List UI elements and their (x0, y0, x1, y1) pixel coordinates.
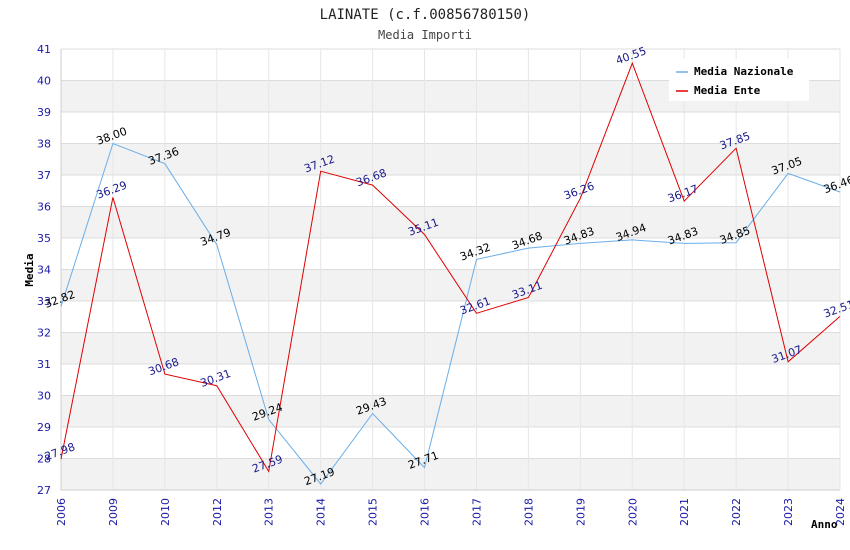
x-tick-label: 2021 (678, 498, 691, 526)
data-label: 32.82 (43, 288, 77, 311)
grid-band (61, 206, 840, 238)
data-label: 30.31 (199, 367, 233, 390)
y-tick-label: 38 (37, 138, 51, 151)
x-tick-label: 2006 (55, 498, 68, 526)
y-tick-label: 40 (37, 75, 51, 88)
y-axis-label: Media (23, 253, 36, 286)
data-label: 36.26 (562, 180, 596, 203)
x-tick-label: 2016 (419, 498, 432, 526)
x-tick-label: 2010 (159, 498, 172, 526)
x-axis-ticks: 2006 2009 2010 2012 2013 2014 2015 2016 2017 2018… (55, 498, 847, 526)
data-label: 36.46 (822, 173, 850, 196)
chart-title: LAINATE (c.f.00856780150) (320, 7, 531, 23)
y-tick-label: 29 (37, 421, 51, 434)
data-label: 34.32 (458, 241, 492, 264)
x-tick-label: 2022 (730, 498, 743, 526)
x-tick-label: 2020 (626, 498, 639, 526)
x-tick-label: 2023 (782, 498, 795, 526)
legend: Media Nazionale Media Ente (669, 59, 809, 101)
x-tick-label: 2013 (263, 498, 276, 526)
y-tick-label: 27 (37, 484, 51, 497)
x-tick-label: 2019 (574, 498, 587, 526)
x-tick-label: 2015 (367, 498, 380, 526)
data-label: 40.55 (614, 44, 648, 67)
y-tick-label: 31 (37, 358, 51, 371)
series-line-nazionale (60, 142, 841, 485)
x-tick-label: 2012 (211, 498, 224, 526)
x-tick-label: 2024 (834, 498, 847, 526)
series-line-ente (60, 61, 841, 473)
legend-box (669, 59, 809, 101)
grid-band (61, 332, 840, 364)
data-label: 36.29 (95, 179, 129, 202)
grid-band (61, 395, 840, 427)
y-axis-ticks: 27 28 29 30 31 32 33 34 35 36 37 38 39 40 41 (37, 43, 51, 497)
y-tick-label: 34 (37, 264, 51, 277)
y-tick-label: 41 (37, 43, 51, 56)
y-tick-label: 35 (37, 232, 51, 245)
grid-lines (60, 48, 841, 491)
y-tick-label: 33 (37, 295, 51, 308)
series-lines (60, 61, 841, 485)
y-tick-label: 36 (37, 201, 51, 214)
x-tick-label: 2014 (315, 498, 328, 526)
x-tick-label: 2018 (522, 498, 535, 526)
y-tick-label: 39 (37, 106, 51, 119)
data-label: 36.17 (666, 182, 700, 205)
y-tick-label: 32 (37, 327, 51, 340)
grid-band (61, 458, 840, 490)
x-tick-label: 2009 (107, 498, 120, 526)
chart-subtitle: Media Importi (378, 28, 472, 42)
grid-band (61, 143, 840, 175)
y-tick-label: 28 (37, 453, 51, 466)
y-tick-label: 37 (37, 169, 51, 182)
x-tick-label: 2017 (470, 498, 483, 526)
legend-label-nazionale: Media Nazionale (694, 65, 794, 78)
y-tick-label: 30 (37, 390, 51, 403)
legend-label-ente: Media Ente (694, 84, 761, 97)
x-axis-label: Anno (811, 518, 838, 531)
